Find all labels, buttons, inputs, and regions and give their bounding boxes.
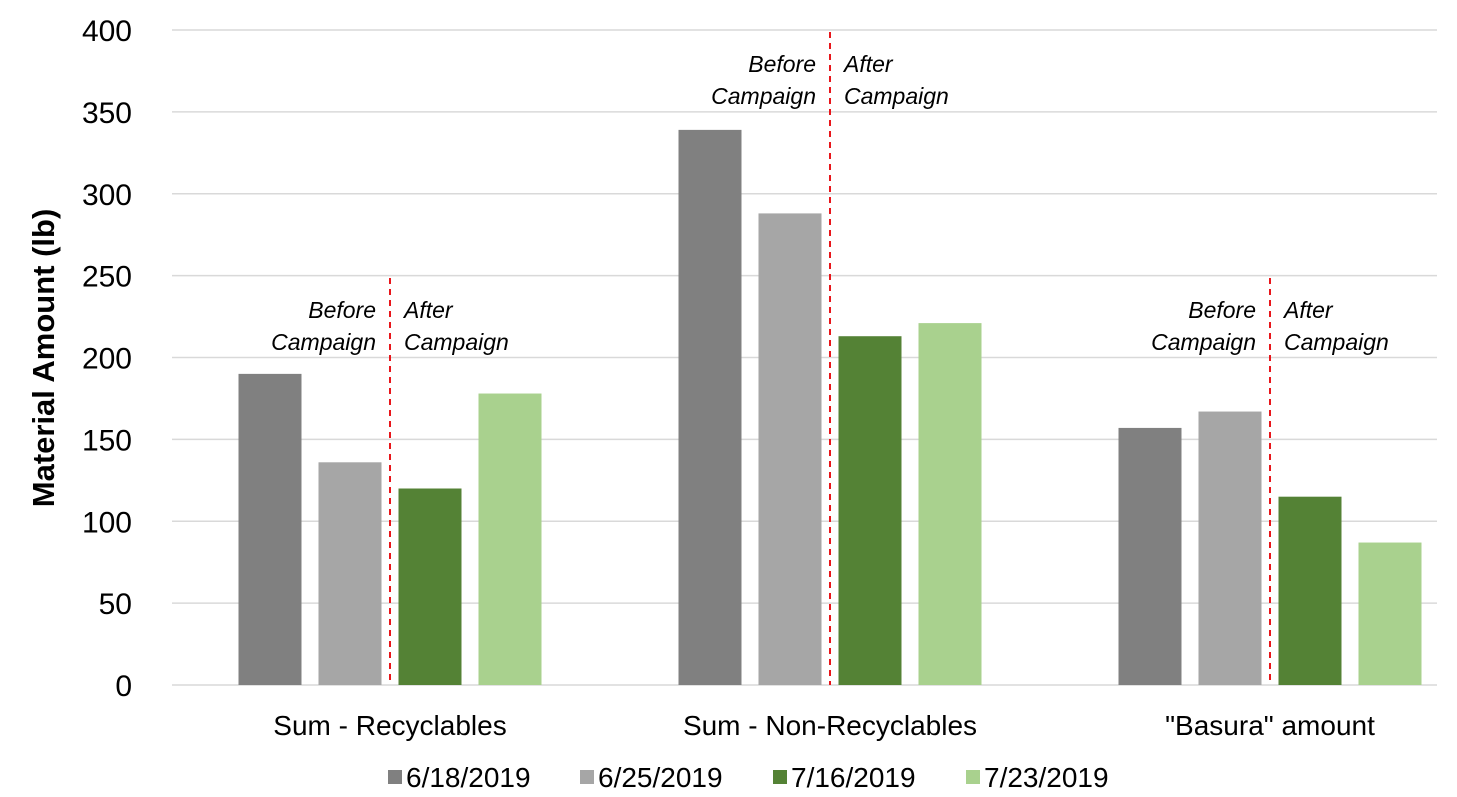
- legend-swatch: [580, 770, 594, 784]
- x-category-label: "Basura" amount: [1165, 710, 1375, 741]
- y-tick-label: 400: [82, 15, 132, 48]
- y-axis-ticks: 0 50 100 150 200 250 300 350 400: [82, 15, 132, 703]
- after-campaign-label: Campaign: [404, 329, 509, 355]
- bar: [758, 213, 822, 685]
- y-tick-label: 350: [82, 97, 132, 130]
- before-campaign-label: Campaign: [1151, 329, 1256, 355]
- y-tick-label: 150: [82, 424, 132, 457]
- x-category-label: Sum - Non-Recyclables: [683, 710, 977, 741]
- y-axis-label: Material Amount (lb): [26, 209, 61, 508]
- bar: [478, 393, 542, 685]
- y-tick-label: 0: [115, 670, 132, 703]
- before-campaign-label: Before: [1188, 297, 1256, 323]
- y-tick-label: 300: [82, 179, 132, 212]
- after-campaign-label: Campaign: [844, 83, 949, 109]
- y-tick-label: 250: [82, 261, 132, 294]
- legend: 6/18/2019 6/25/2019 7/16/2019 7/23/2019: [388, 762, 1109, 793]
- bar: [318, 462, 382, 685]
- legend-swatch: [966, 770, 980, 784]
- legend-swatch: [388, 770, 402, 784]
- before-campaign-label: Before: [308, 297, 376, 323]
- y-tick-label: 200: [82, 343, 132, 376]
- after-campaign-label: After: [1282, 297, 1334, 323]
- bar: [838, 336, 902, 685]
- before-campaign-label: Campaign: [711, 83, 816, 109]
- bar: [1278, 496, 1342, 685]
- legend-label: 7/16/2019: [791, 762, 916, 793]
- after-campaign-label: After: [402, 297, 454, 323]
- bar: [918, 323, 982, 685]
- bars: [238, 129, 1422, 685]
- x-axis-categories: Sum - Recyclables Sum - Non-Recyclables "B…: [273, 710, 1375, 741]
- x-category-label: Sum - Recyclables: [273, 710, 506, 741]
- campaign-annotations: Before Campaign After Campaign Before Campaig…: [271, 51, 1389, 355]
- legend-label: 6/18/2019: [406, 762, 531, 793]
- bar: [398, 488, 462, 685]
- before-campaign-label: Campaign: [271, 329, 376, 355]
- after-campaign-label: Campaign: [1284, 329, 1389, 355]
- bar: [678, 129, 742, 685]
- y-tick-label: 100: [82, 506, 132, 539]
- legend-swatch: [773, 770, 787, 784]
- after-campaign-label: After: [842, 51, 894, 77]
- bar: [1358, 542, 1422, 685]
- y-tick-label: 50: [99, 588, 132, 621]
- bar: [1198, 411, 1262, 685]
- legend-label: 6/25/2019: [598, 762, 723, 793]
- bar: [238, 373, 302, 685]
- campaign-dividers: [389, 32, 1271, 685]
- bar: [1118, 427, 1182, 685]
- legend-label: 7/23/2019: [984, 762, 1109, 793]
- before-campaign-label: Before: [748, 51, 816, 77]
